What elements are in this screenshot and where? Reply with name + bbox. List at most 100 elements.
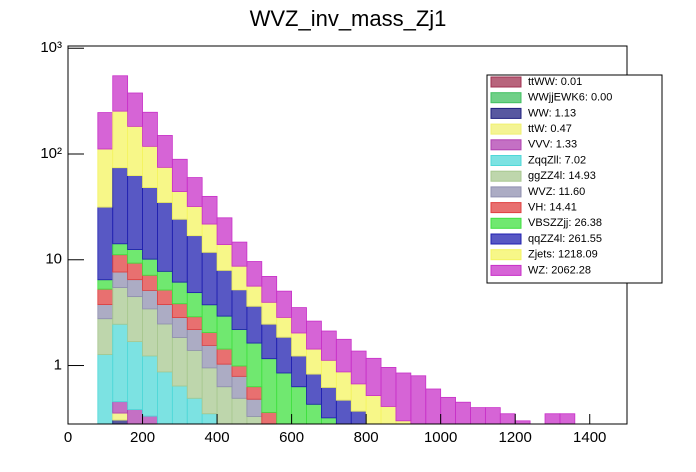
bar-segment <box>246 386 263 400</box>
bar-segment <box>142 355 158 417</box>
x-tick-label: 0 <box>64 429 72 446</box>
bar-segment <box>171 385 188 425</box>
bar-segment <box>142 187 158 260</box>
x-tick-label: 1400 <box>573 429 606 446</box>
x-tick-label: 400 <box>205 429 230 446</box>
bar-segment <box>97 288 114 305</box>
bar-segment <box>127 409 143 425</box>
bar-segment <box>306 403 322 425</box>
legend-swatch <box>490 107 522 119</box>
bar-segment <box>186 292 203 318</box>
legend-label: VVV: 1.33 <box>528 139 577 151</box>
bar-segment <box>112 243 129 256</box>
bar-segment <box>127 125 143 177</box>
legend-swatch <box>490 123 522 135</box>
legend-swatch <box>490 249 522 261</box>
bar-segment <box>306 320 322 350</box>
bar-segment <box>261 276 278 303</box>
bar-segment <box>201 332 218 346</box>
bar-segment <box>112 323 129 403</box>
bar-segment <box>186 206 203 237</box>
bar-segment <box>157 289 173 305</box>
chart-title: WVZ_inv_mass_Zj1 <box>250 6 447 31</box>
bar-segment <box>261 358 278 413</box>
bar-segment <box>335 371 352 401</box>
legend-swatch <box>490 92 522 104</box>
bar-segment <box>142 290 158 310</box>
bar-segment <box>112 412 129 421</box>
bar-segment <box>455 401 471 425</box>
bar-segment <box>186 350 203 399</box>
bar-segment <box>201 367 218 415</box>
bar-segment <box>410 375 427 425</box>
bar-segment <box>127 92 143 127</box>
bar-segment <box>216 363 233 388</box>
legend-label: VBSZZjj: 26.38 <box>528 217 602 229</box>
bar-segment <box>157 202 173 272</box>
bar-segment <box>186 235 203 294</box>
bar-segment <box>127 296 143 343</box>
x-tick-label: 800 <box>354 429 379 446</box>
legend-label: Zjets: 1218.09 <box>528 249 598 261</box>
bar-segment <box>171 303 188 318</box>
bar-segment <box>171 317 188 338</box>
legend-swatch <box>490 186 522 198</box>
bar-segment <box>231 329 248 367</box>
bar-segment <box>157 371 173 425</box>
y-tick-label: 10² <box>40 145 62 162</box>
bar-segment <box>231 289 248 330</box>
bar-segment <box>231 241 248 267</box>
bar-segment <box>291 386 307 425</box>
bar-segment <box>171 158 188 192</box>
bar-segment <box>112 254 129 273</box>
bar-segment <box>127 279 143 298</box>
bar-segment <box>112 75 129 112</box>
bar-segment <box>335 399 352 425</box>
bar-segment <box>261 301 278 325</box>
bar-segment <box>142 258 158 276</box>
y-tick-label: 10 <box>45 251 62 268</box>
bar-segment <box>97 318 114 355</box>
bar-segment <box>112 110 129 169</box>
bar-segment <box>261 412 278 425</box>
bar-segment <box>97 148 114 208</box>
bar-segment <box>350 410 367 425</box>
bar-segment <box>276 372 292 425</box>
bar-segment <box>231 397 248 425</box>
bar-segment <box>97 304 114 320</box>
bar-segment <box>97 354 114 425</box>
bar-segment <box>171 281 188 305</box>
bar-segment <box>216 270 233 317</box>
bar-segment <box>246 398 263 417</box>
bar-segment <box>276 290 292 318</box>
legend-label: WZ: 2062.28 <box>528 264 591 276</box>
bar-segment <box>97 112 114 150</box>
bar-segment <box>201 195 218 225</box>
bar-segment <box>201 251 218 306</box>
plot-area <box>97 75 576 425</box>
legend-swatch <box>490 155 522 166</box>
bar-segment <box>157 270 173 291</box>
legend-label: WW: 1.13 <box>528 107 576 119</box>
bar-segment <box>246 342 263 388</box>
bar-segment <box>201 344 218 369</box>
bar-segment <box>306 373 322 405</box>
bar-segment <box>216 315 233 350</box>
legend-label: ggZZ4l: 14.93 <box>528 170 596 182</box>
legend-swatch <box>490 170 522 182</box>
legend-label: ttWW: 0.01 <box>528 76 582 88</box>
y-tick-label: 1 <box>54 356 62 373</box>
bar-segment <box>276 317 292 338</box>
bar-segment <box>231 265 248 291</box>
bar-segment <box>127 262 143 281</box>
legend-swatch <box>490 264 522 276</box>
bar-segment <box>246 285 263 307</box>
bar-segment <box>350 383 367 412</box>
bar-segment <box>321 387 337 419</box>
bar-segment <box>321 359 337 388</box>
bar-segment <box>216 244 233 271</box>
bar-segment <box>380 406 397 425</box>
bar-segment <box>231 375 248 399</box>
legend-label: qqZZ4l: 261.55 <box>528 233 602 245</box>
